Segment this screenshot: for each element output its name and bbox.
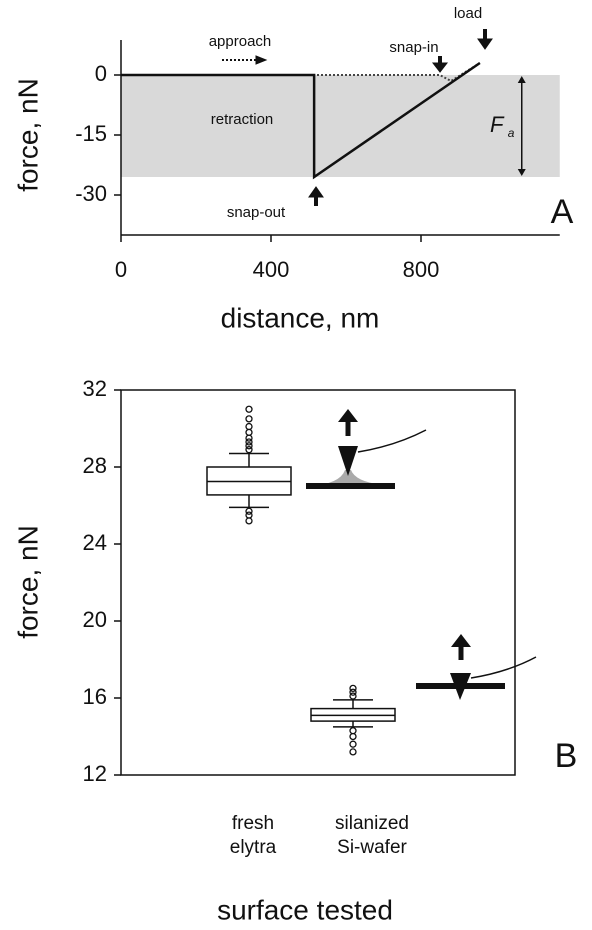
snap-in-arrow-head [431, 62, 449, 73]
y-axis-label: force, nN [12, 525, 43, 639]
y-tick-label: -30 [75, 181, 107, 206]
x-axis-label: distance, nm [221, 302, 380, 333]
annotation: load [454, 5, 482, 22]
arrow-head [517, 169, 526, 176]
outlier [245, 511, 253, 519]
outlier [349, 684, 357, 693]
approach-arrow-head [255, 55, 268, 65]
x-tick-label: fresh elytra [229, 813, 277, 858]
adhesion-label-subscript: a [508, 126, 515, 140]
series-line [121, 61, 481, 180]
y-tick-label: 12 [83, 761, 107, 786]
load-arrow-head [477, 38, 493, 50]
outlier [245, 517, 253, 525]
annotation: snap-in [389, 39, 438, 56]
x-tick-label: silanized Si-wafer [335, 813, 409, 858]
outlier [245, 428, 253, 437]
snap-out-arrow-head [308, 186, 324, 198]
outlier [245, 442, 253, 450]
panel-label: B [555, 737, 578, 775]
adhesion-label: F [490, 112, 505, 137]
outlier [349, 740, 357, 748]
y-axis-label: force, nN [12, 78, 43, 192]
y-tick-label: 16 [83, 684, 107, 709]
outlier [349, 732, 357, 741]
outlier [245, 422, 253, 431]
y-tick-label: 28 [83, 453, 107, 478]
y-tick-label: -15 [75, 121, 107, 146]
x-tick-label: 0 [115, 257, 127, 282]
cantilever [357, 429, 427, 453]
pull-arrow-head [338, 409, 358, 422]
outlier [245, 507, 253, 515]
outlier [349, 688, 357, 696]
outlier [245, 434, 253, 442]
outlier [245, 438, 253, 446]
tip [450, 673, 471, 700]
cantilever [470, 656, 537, 679]
arrow-head [517, 76, 526, 83]
series-label: retraction [211, 111, 274, 128]
panel-b-icons [306, 409, 537, 700]
annotation: snap-out [227, 204, 286, 221]
y-tick-label: 20 [83, 607, 107, 632]
x-tick-label: 400 [253, 257, 290, 282]
meniscus [310, 470, 395, 486]
outlier [245, 405, 253, 413]
series-label: approach [209, 33, 272, 50]
y-tick-label: 0 [95, 61, 107, 86]
x-tick-label: 800 [403, 257, 440, 282]
x-axis-label: surface tested [217, 894, 393, 925]
panel-label: A [551, 193, 574, 231]
pull-arrow-head [451, 634, 471, 647]
outlier [349, 727, 357, 735]
substrate [306, 483, 395, 489]
outlier [349, 692, 357, 700]
y-tick-label: 24 [83, 530, 107, 555]
outlier [245, 446, 253, 454]
outlier [245, 415, 253, 423]
tip [338, 446, 358, 476]
outlier [349, 748, 357, 756]
plot-frame [120, 389, 516, 776]
y-tick-label: 32 [83, 376, 107, 401]
